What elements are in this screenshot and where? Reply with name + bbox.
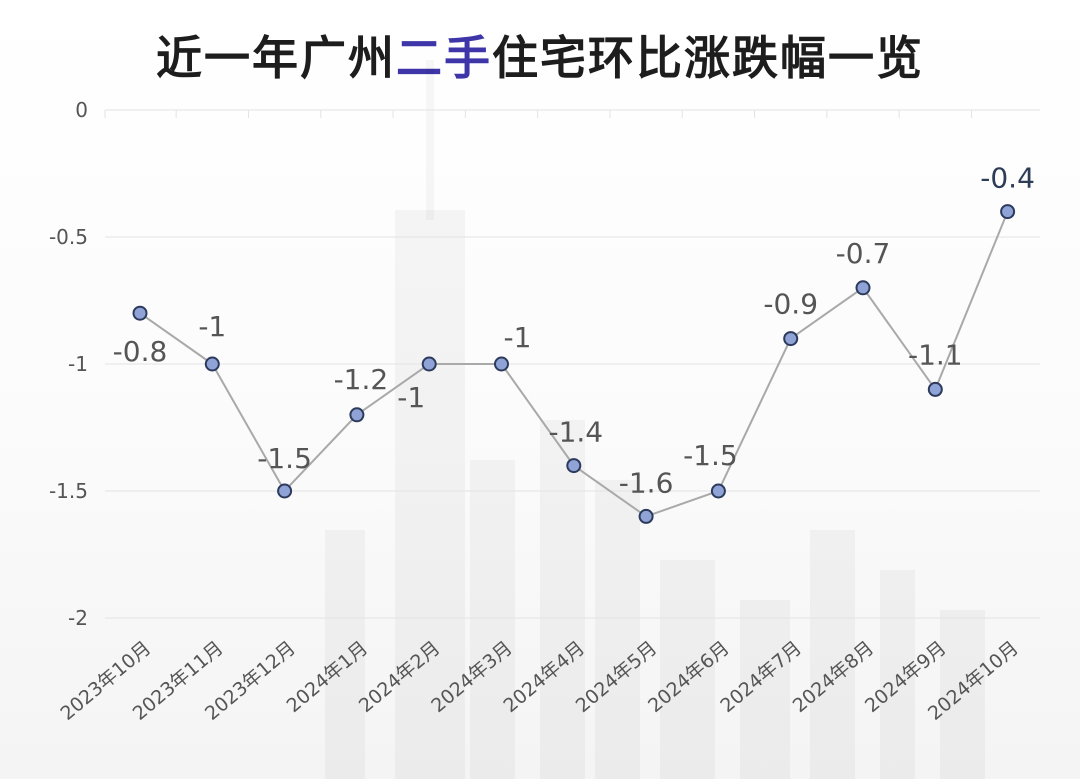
gridlines xyxy=(104,109,1040,619)
skyline-watermark xyxy=(325,60,985,779)
data-label: -0.7 xyxy=(836,237,891,270)
data-point xyxy=(1000,204,1016,220)
data-label: -1.2 xyxy=(334,363,389,396)
data-point xyxy=(566,458,582,474)
data-point xyxy=(132,305,148,321)
data-label: -1.5 xyxy=(257,442,312,475)
skyline-building xyxy=(470,460,515,779)
x-axis-ticks: 2023年10月2023年11月2023年12月2024年1月2024年2月20… xyxy=(56,637,1022,725)
data-point xyxy=(349,407,365,423)
y-tick-label: -0.5 xyxy=(49,225,88,249)
data-point xyxy=(204,356,220,372)
data-label: -1.4 xyxy=(548,416,603,449)
data-point xyxy=(855,280,871,296)
data-label: -1 xyxy=(504,321,532,354)
data-label: -1.6 xyxy=(619,466,674,499)
data-label: -0.9 xyxy=(763,288,818,321)
title-part1: 近一年广州 xyxy=(156,31,396,85)
data-label: -1.5 xyxy=(683,439,738,472)
data-label: -1 xyxy=(397,381,425,414)
y-tick-label: -2 xyxy=(68,606,88,630)
data-labels: -0.8-1-1.5-1.2-1-1-1.4-1.6-1.5-0.9-0.7-1… xyxy=(113,162,1035,500)
data-point xyxy=(638,508,654,524)
chart-title: 近一年广州二手住宅环比涨跌幅一览 xyxy=(0,22,1080,88)
y-tick-label: -1.5 xyxy=(49,479,88,503)
data-point xyxy=(421,356,437,372)
skyline-tower-spire xyxy=(426,60,434,220)
title-highlight: 二手 xyxy=(396,31,492,85)
data-label: -1 xyxy=(198,310,226,343)
y-axis-ticks: 0 -0.5 -1 -1.5 -2 xyxy=(49,98,88,630)
data-label: -0.8 xyxy=(113,335,168,368)
data-point xyxy=(927,381,943,397)
data-point xyxy=(277,483,293,499)
data-label: -1.1 xyxy=(908,338,963,371)
title-part2: 住宅环比涨跌幅一览 xyxy=(492,31,924,85)
data-points xyxy=(132,204,1016,524)
data-point xyxy=(494,356,509,372)
skyline-building xyxy=(540,420,585,779)
data-point xyxy=(783,331,799,347)
data-point xyxy=(710,483,726,499)
y-tick-label: 0 xyxy=(75,98,88,122)
y-tick-label: -1 xyxy=(68,352,88,376)
data-label: -0.4 xyxy=(980,162,1035,195)
skyline-building xyxy=(595,480,640,779)
